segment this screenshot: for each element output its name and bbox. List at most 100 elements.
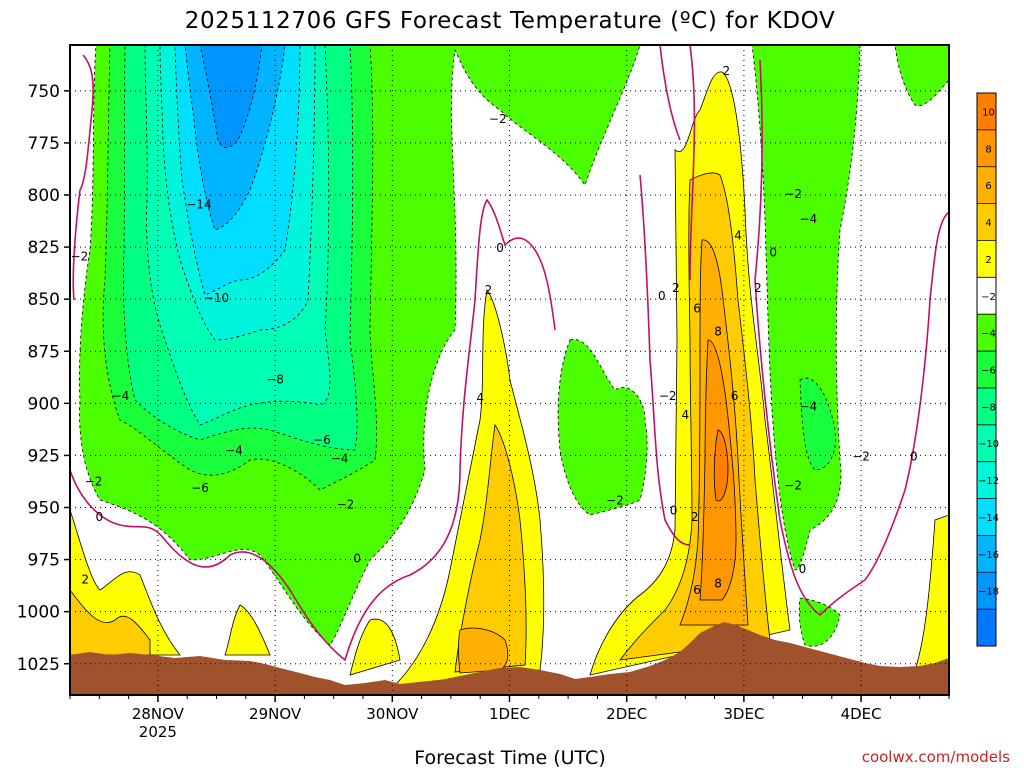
contour-label: −2 bbox=[337, 497, 355, 511]
x-tick-label: 28NOV bbox=[132, 705, 185, 723]
region-minus2-e bbox=[798, 597, 841, 647]
colorbar-band bbox=[977, 93, 996, 131]
colorbar-band bbox=[977, 424, 996, 463]
contour-label: −6 bbox=[313, 433, 331, 447]
region-plus2-b bbox=[224, 604, 271, 656]
zero-contour-right bbox=[689, 45, 696, 281]
x-axis-label: Forecast Time (UTC) bbox=[414, 747, 605, 768]
grid-layer bbox=[70, 45, 949, 695]
contour-label: −2 bbox=[85, 475, 103, 489]
y-tick-label: 1025 bbox=[17, 655, 60, 675]
colorbar-tick-label: −2 bbox=[981, 292, 996, 303]
colorbar-band bbox=[977, 461, 996, 500]
colorbar-tick-label: −10 bbox=[978, 439, 999, 450]
x-tick-label: 4DEC bbox=[841, 705, 882, 723]
colorbar-band bbox=[977, 351, 996, 389]
colorbar-tick-label: −16 bbox=[978, 550, 999, 561]
contour-label: 2 bbox=[485, 283, 493, 297]
contour-label: 0 bbox=[769, 245, 777, 259]
region-plus6-d bbox=[458, 627, 509, 674]
contour-label: −10 bbox=[204, 291, 229, 305]
contour-label: 2 bbox=[754, 281, 762, 295]
y-tick-label: 900 bbox=[28, 394, 60, 414]
contour-label: 4 bbox=[476, 391, 484, 405]
y-tick-label: 850 bbox=[28, 290, 60, 310]
y-tick-label: 950 bbox=[28, 499, 60, 519]
y-tick-label: 750 bbox=[28, 82, 60, 102]
contour-label: 6 bbox=[693, 302, 701, 316]
contour-label: −2 bbox=[659, 389, 677, 403]
contour-label: −2 bbox=[784, 479, 802, 493]
colorbar-band bbox=[977, 277, 996, 315]
contour-label: −4 bbox=[800, 400, 818, 414]
contour-label: −2 bbox=[71, 250, 89, 264]
colorbar-tick-label: 10 bbox=[982, 107, 995, 118]
x-tick-label: 29NOV bbox=[249, 705, 302, 723]
contour-label: −4 bbox=[331, 452, 349, 466]
credit-link[interactable]: coolwx.com/models bbox=[862, 748, 1010, 766]
contour-label: 2 bbox=[672, 281, 680, 295]
contour-label: −14 bbox=[186, 197, 211, 211]
y-axis: 750 775 800 825 850 875 900 925 950 975 1000 1025 bbox=[17, 82, 70, 675]
contour-label: 8 bbox=[714, 577, 722, 591]
y-tick-label: 775 bbox=[28, 134, 60, 154]
x-tick-label: 1DEC bbox=[489, 705, 530, 723]
contour-label: 4 bbox=[734, 229, 742, 243]
y-tick-label: 800 bbox=[28, 186, 60, 206]
zero-contour-tower bbox=[659, 45, 681, 141]
colorbar-tick-label: −14 bbox=[978, 513, 999, 524]
y-tick-label: 925 bbox=[28, 446, 60, 466]
contour-label: 0 bbox=[910, 450, 918, 464]
contour-label: −4 bbox=[800, 212, 818, 226]
colorbar-tick-label: −8 bbox=[981, 402, 996, 413]
zero-contour-mid bbox=[639, 174, 691, 546]
contour-label: 0 bbox=[658, 289, 666, 303]
y-tick-label: 875 bbox=[28, 342, 60, 362]
contour-label: 0 bbox=[670, 504, 678, 518]
colorbar: 10 8 6 4 2 −2 −4 −6 −8 −10 −12 −14 −16 −18 bbox=[976, 92, 999, 647]
zero-contour-east bbox=[754, 59, 949, 617]
contour-label: −2 bbox=[606, 493, 624, 507]
colorbar-band bbox=[977, 572, 996, 610]
colorbar-tick-label: 2 bbox=[985, 255, 991, 266]
colorbar-band bbox=[977, 387, 996, 426]
colorbar-band bbox=[977, 314, 996, 352]
contour-label: 2 bbox=[81, 572, 89, 586]
region-plus2-c bbox=[349, 618, 401, 676]
contour-label: −2 bbox=[852, 450, 870, 464]
colorbar-band bbox=[977, 498, 996, 536]
zero-degree-contours bbox=[70, 45, 949, 662]
colorbar-band bbox=[977, 609, 996, 647]
colorbar-band bbox=[977, 535, 996, 573]
contour-label: −8 bbox=[266, 372, 284, 386]
contour-label: 0 bbox=[353, 552, 361, 566]
contour-label: 0 bbox=[799, 562, 807, 576]
region-plus10-e bbox=[713, 429, 729, 502]
x-tick-label: 2DEC bbox=[606, 705, 647, 723]
contour-label: 6 bbox=[731, 389, 739, 403]
colorbar-tick-label: −12 bbox=[978, 476, 999, 487]
zero-contour-main bbox=[70, 198, 556, 662]
colorbar-tick-label: 6 bbox=[985, 181, 991, 192]
region-plus2-a bbox=[70, 509, 181, 656]
contour-label: 8 bbox=[714, 325, 722, 339]
contour-label: 0 bbox=[496, 241, 504, 255]
contour-label: 4 bbox=[681, 408, 689, 422]
contour-label: 0 bbox=[95, 510, 103, 524]
colorbar-tick-label: −18 bbox=[978, 587, 999, 598]
chart-title: 2025112706 GFS Forecast Temperature (ºC)… bbox=[185, 8, 836, 34]
x-tick-label: 3DEC bbox=[723, 705, 764, 723]
region-minus4-b bbox=[799, 377, 837, 471]
contour-label: −4 bbox=[112, 389, 130, 403]
contour-label: −2 bbox=[784, 187, 802, 201]
colorbar-band bbox=[977, 203, 996, 241]
colorbar-frame bbox=[976, 92, 997, 647]
colorbar-band bbox=[977, 166, 996, 205]
y-tick-label: 975 bbox=[28, 551, 60, 571]
colorbar-band bbox=[977, 240, 996, 278]
contour-label: −6 bbox=[191, 481, 209, 495]
y-tick-label: 825 bbox=[28, 238, 60, 258]
region-minus2-b bbox=[557, 339, 648, 516]
